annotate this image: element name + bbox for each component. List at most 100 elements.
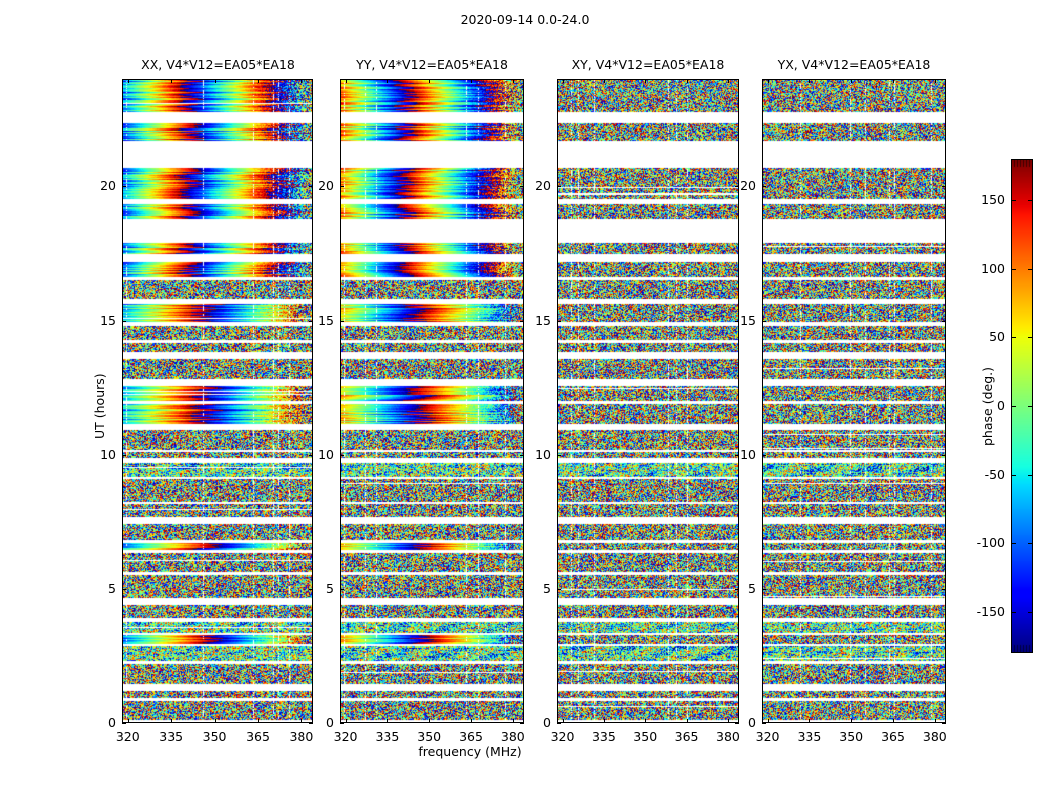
x-tick-mark-top: [128, 79, 129, 83]
y-tick-mark-right: [309, 455, 313, 456]
x-tick-mark: [645, 719, 646, 723]
y-tick-mark: [557, 455, 561, 456]
y-tick-mark-right: [942, 589, 946, 590]
y-tick-label: 10: [100, 446, 116, 462]
y-tick-label: 15: [740, 312, 756, 328]
colorbar-tick-mark-left: [1011, 269, 1016, 270]
y-tick-mark: [762, 723, 766, 724]
x-tick-mark: [851, 719, 852, 723]
x-tick-mark: [429, 719, 430, 723]
y-tick-label: 15: [535, 312, 551, 328]
y-tick-label: 0: [326, 715, 334, 730]
x-tick-label: 380: [500, 729, 525, 744]
colorbar-tick-mark: [1028, 337, 1033, 338]
heatmap-panel-xy[interactable]: [557, 79, 739, 723]
x-tick-mark-top: [728, 79, 729, 83]
y-tick-mark: [122, 321, 126, 322]
x-tick-mark: [387, 719, 388, 723]
y-tick-mark: [122, 186, 126, 187]
x-tick-label: 380: [289, 729, 314, 744]
x-tick-mark-top: [893, 79, 894, 83]
y-tick-mark-right: [735, 455, 739, 456]
x-tick-label: 365: [674, 729, 699, 744]
colorbar-tick-mark: [1028, 475, 1033, 476]
y-tick-mark: [122, 723, 126, 724]
x-tick-mark: [768, 719, 769, 723]
y-tick-mark-right: [520, 186, 524, 187]
y-tick-mark: [122, 455, 126, 456]
x-tick-label: 320: [755, 729, 780, 744]
colorbar-tick-mark-left: [1011, 200, 1016, 201]
x-axis-label: frequency (MHz): [418, 744, 522, 759]
colorbar-label: phase (deg.): [980, 367, 995, 446]
y-tick-mark-right: [309, 589, 313, 590]
y-tick-mark-right: [309, 321, 313, 322]
y-tick-label: 15: [318, 312, 334, 328]
x-tick-mark: [513, 719, 514, 723]
x-tick-mark-top: [301, 79, 302, 83]
x-tick-label: 335: [375, 729, 400, 744]
figure-suptitle: 2020-09-14 0.0-24.0: [460, 12, 590, 27]
heatmap-panel-xx[interactable]: [122, 79, 313, 723]
heatmap-panel-yy[interactable]: [340, 79, 524, 723]
y-tick-label: 0: [543, 715, 551, 730]
y-tick-label: 20: [100, 178, 116, 194]
y-tick-label: 10: [535, 446, 551, 462]
y-tick-mark: [762, 321, 766, 322]
x-tick-mark-top: [171, 79, 172, 83]
y-tick-mark-right: [520, 321, 524, 322]
x-tick-mark: [893, 719, 894, 723]
y-tick-label: 20: [740, 178, 756, 194]
x-tick-mark: [258, 719, 259, 723]
panel-title-yy: YY, V4*V12=EA05*EA18: [356, 57, 508, 72]
panel-title-yx: YX, V4*V12=EA05*EA18: [777, 57, 931, 72]
y-tick-mark: [762, 589, 766, 590]
y-tick-mark-right: [942, 455, 946, 456]
colorbar-tick-mark: [1028, 200, 1033, 201]
heatmap-image-yx: [763, 80, 945, 722]
x-tick-label: 365: [881, 729, 905, 744]
x-tick-mark: [301, 719, 302, 723]
x-tick-label: 365: [246, 729, 270, 744]
y-tick-mark-right: [520, 589, 524, 590]
y-tick-label: 10: [740, 446, 756, 462]
y-tick-label: 5: [748, 580, 756, 596]
x-tick-label: 350: [202, 729, 227, 744]
y-axis-label: UT (hours): [92, 373, 107, 439]
colorbar-tick-label: 150: [981, 192, 1005, 208]
y-tick-mark: [762, 455, 766, 456]
y-tick-label: 20: [535, 178, 551, 194]
x-tick-mark-top: [851, 79, 852, 83]
colorbar-tick-mark-left: [1011, 612, 1016, 613]
x-tick-label: 350: [417, 729, 442, 744]
y-tick-mark-right: [735, 321, 739, 322]
x-tick-mark: [563, 719, 564, 723]
x-tick-label: 350: [839, 729, 864, 744]
x-tick-label: 365: [459, 729, 483, 744]
colorbar-tick-mark: [1028, 269, 1033, 270]
x-tick-label: 380: [716, 729, 740, 744]
colorbar-tick-mark: [1028, 612, 1033, 613]
x-tick-label: 335: [591, 729, 616, 744]
x-tick-mark-top: [258, 79, 259, 83]
x-tick-mark-top: [471, 79, 472, 83]
heatmap-panel-yx[interactable]: [762, 79, 946, 723]
y-tick-mark: [340, 589, 344, 590]
colorbar-tick-mark-left: [1011, 543, 1016, 544]
y-tick-mark: [557, 589, 561, 590]
colorbar-tick-mark-left: [1011, 475, 1016, 476]
x-tick-mark-top: [768, 79, 769, 83]
y-tick-label: 10: [318, 446, 334, 462]
y-tick-mark: [340, 186, 344, 187]
y-tick-mark-right: [942, 723, 946, 724]
x-tick-mark-top: [645, 79, 646, 83]
heatmap-image-yy: [341, 80, 523, 722]
y-tick-mark: [557, 321, 561, 322]
x-tick-mark-top: [346, 79, 347, 83]
x-tick-mark: [471, 719, 472, 723]
y-tick-mark: [340, 455, 344, 456]
colorbar-tick-mark: [1028, 543, 1033, 544]
colorbar-tick-label: -100: [976, 535, 1005, 551]
colorbar-tick-label: 50: [989, 329, 1005, 345]
